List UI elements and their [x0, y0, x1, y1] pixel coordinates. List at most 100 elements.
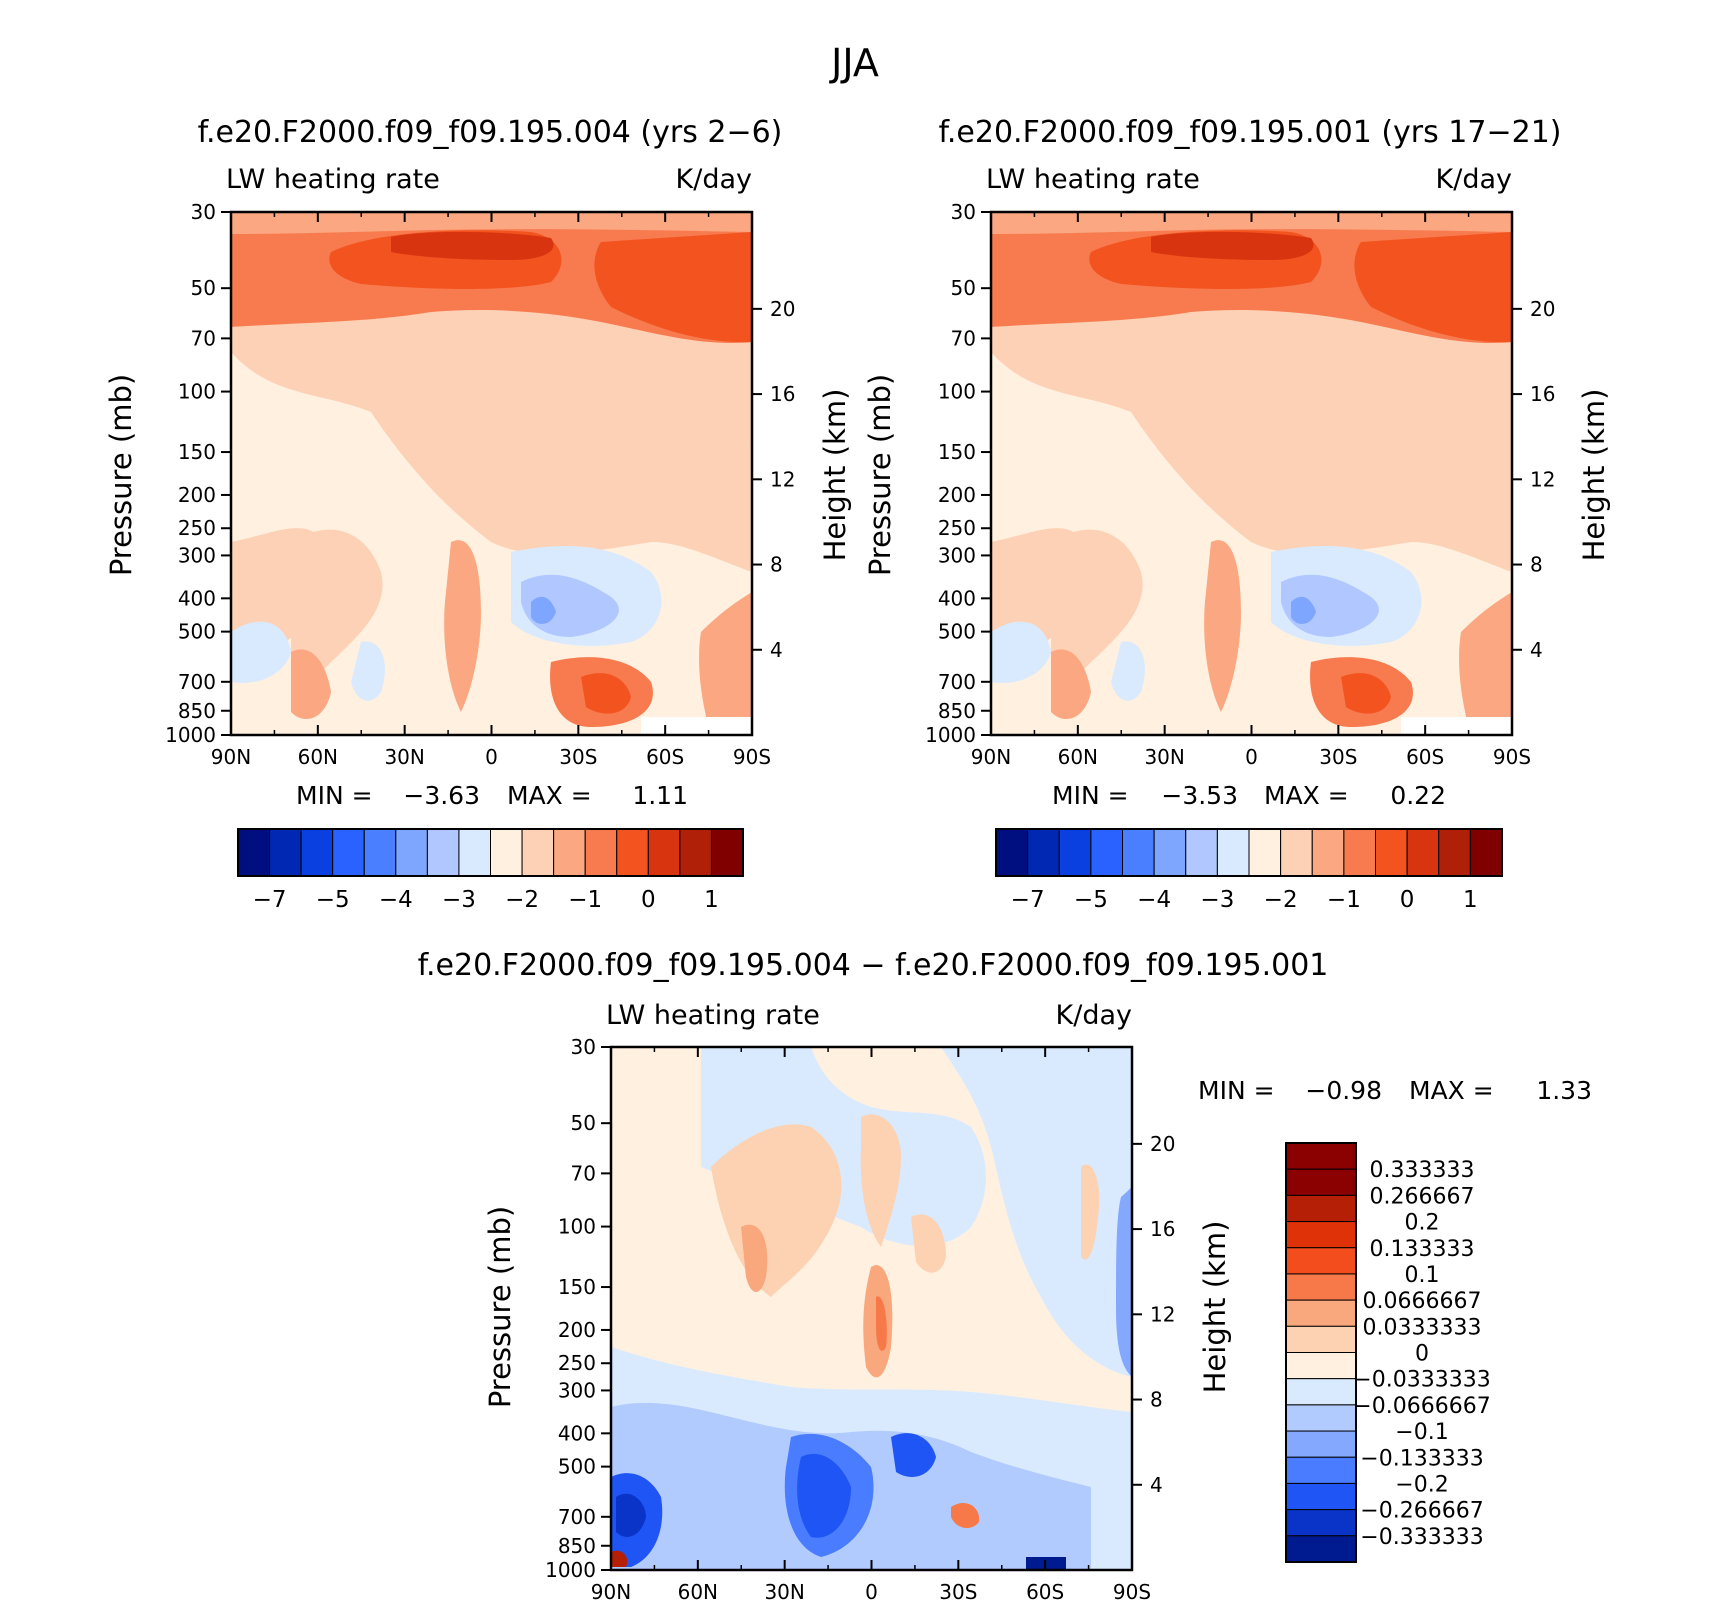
colorbar-frame: [1285, 1142, 1357, 1563]
colorbar-swatch: [1285, 1456, 1357, 1484]
panel-b-variable: LW heating rate: [986, 164, 1200, 195]
y-tick-label: 30: [191, 200, 216, 224]
y-tick-label: 100: [558, 1215, 596, 1239]
colorbar-swatch: [647, 828, 681, 877]
y-tick-label: 1000: [165, 723, 216, 747]
y-tick-label: 50: [571, 1111, 596, 1135]
colorbar-swatch: [616, 828, 649, 877]
panel-b-units: K/day: [1436, 164, 1512, 195]
y-tick-label: 150: [558, 1275, 596, 1299]
colorbar-label: 0.0666667: [1363, 1289, 1482, 1314]
y-tick-label: 400: [558, 1421, 596, 1445]
x-tick-label: 30S: [559, 745, 597, 769]
panel-b-max-label: MAX =: [1264, 781, 1349, 810]
height-tick-label: 4: [770, 638, 783, 662]
colorbar-label: 0.0333333: [1363, 1315, 1482, 1340]
colorbar-swatch: [1280, 828, 1313, 877]
colorbar-swatch: [1248, 828, 1282, 877]
x-tick-label: 60N: [298, 745, 338, 769]
panel-b-min-value: −3.53: [1161, 781, 1238, 810]
panel-c-max-label: MAX =: [1409, 1076, 1494, 1105]
panel-a-units: K/day: [676, 164, 752, 195]
x-tick-label: 90S: [1113, 1580, 1151, 1604]
colorbar-swatch: [1285, 1378, 1357, 1406]
colorbar-swatch: [521, 828, 555, 877]
colorbar-label: 0: [1415, 1342, 1429, 1367]
height-tick-label: 20: [1530, 297, 1555, 321]
panel-a-variable: LW heating rate: [226, 164, 440, 195]
colorbar-swatch: [1285, 1221, 1357, 1249]
colorbar-swatch: [1027, 828, 1060, 877]
colorbar-swatch: [1311, 828, 1345, 877]
y-tick-label: 70: [191, 326, 216, 350]
colorbar-swatch: [1375, 828, 1408, 877]
colorbar-tick-label: −5: [1074, 887, 1108, 913]
height-tick-label: 16: [770, 382, 795, 406]
colorbar-swatch: [1058, 828, 1092, 877]
x-tick-label: 60S: [1406, 745, 1444, 769]
colorbar-swatch: [553, 828, 586, 877]
colorbar-label: 0.1: [1405, 1263, 1440, 1288]
colorbar-swatch: [458, 828, 491, 877]
colorbar-swatch: [1216, 828, 1250, 877]
y-tick-label: 300: [558, 1378, 596, 1402]
colorbar-swatch: [710, 828, 744, 877]
panel-c-contour-field: [611, 1047, 1132, 1570]
panel-b-ylabel: Pressure (mb): [863, 374, 897, 576]
y-tick-label: 400: [178, 586, 216, 610]
colorbar-swatch: [490, 828, 523, 877]
panel-b: f.e20.F2000.f09_f09.195.001 (yrs 17−21) …: [863, 115, 1611, 913]
height-tick-label: 4: [1530, 638, 1543, 662]
y-tick-label: 250: [558, 1351, 596, 1375]
colorbar-tick-label: −3: [442, 887, 476, 913]
y-tick-label: 100: [938, 380, 976, 404]
y-tick-label: 50: [191, 276, 216, 300]
panel-c-max-value: 1.33: [1536, 1076, 1592, 1105]
height-tick-label: 20: [1150, 1132, 1175, 1156]
panel-a-max-value: 1.11: [632, 781, 688, 810]
colorbar-swatch: [1343, 828, 1376, 877]
colorbar-label: −0.266667: [1360, 1499, 1483, 1524]
colorbar-swatch: [584, 828, 618, 877]
colorbar-swatch: [1285, 1299, 1357, 1327]
colorbar-swatch: [1285, 1535, 1357, 1563]
colorbar-swatch: [1285, 1168, 1357, 1196]
y-tick-label: 400: [938, 586, 976, 610]
y-tick-label: 700: [178, 670, 216, 694]
colorbar-label: 0.2: [1405, 1211, 1440, 1236]
x-tick-label: 30S: [939, 1580, 977, 1604]
colorbar-tick-label: −1: [568, 887, 602, 913]
colorbar-swatch: [1185, 828, 1218, 877]
panel-c-ylabel: Pressure (mb): [483, 1206, 517, 1408]
colorbar-swatch: [363, 828, 397, 877]
y-tick-label: 30: [571, 1035, 596, 1059]
y-tick-label: 50: [951, 276, 976, 300]
panel-c-ylabel-right: Height (km): [1198, 1221, 1232, 1394]
colorbar-swatch: [995, 828, 1029, 877]
y-tick-label: 500: [938, 620, 976, 644]
x-tick-label: 60N: [678, 1580, 718, 1604]
colorbar-label: −0.333333: [1360, 1525, 1483, 1550]
y-tick-label: 250: [178, 516, 216, 540]
y-tick-label: 150: [178, 440, 216, 464]
height-tick-label: 8: [770, 553, 783, 577]
height-tick-label: 8: [1150, 1388, 1163, 1412]
colorbar-swatch: [1469, 828, 1503, 877]
height-tick-label: 12: [1530, 467, 1555, 491]
colorbar-tick-label: −5: [316, 887, 350, 913]
x-tick-label: 0: [865, 1580, 878, 1604]
height-tick-label: 12: [770, 467, 795, 491]
x-tick-label: 90N: [211, 745, 251, 769]
colorbar-label: −0.0333333: [1353, 1368, 1490, 1393]
y-tick-label: 250: [938, 516, 976, 540]
y-tick-label: 1000: [545, 1558, 596, 1582]
colorbar-swatch: [1122, 828, 1155, 877]
colorbar-tick-label: −4: [1137, 887, 1171, 913]
colorbar-swatch: [395, 828, 428, 877]
x-tick-label: 0: [1245, 745, 1258, 769]
colorbar-tick-label: 0: [1400, 887, 1415, 913]
panel-a-title: f.e20.F2000.f09_f09.195.004 (yrs 2−6): [198, 115, 783, 150]
colorbar-swatch: [1406, 828, 1440, 877]
y-tick-label: 700: [558, 1505, 596, 1529]
